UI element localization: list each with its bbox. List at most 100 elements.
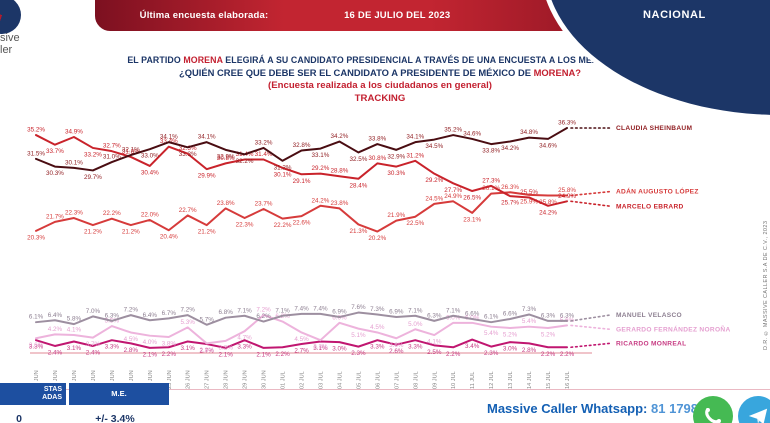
point-label: 30.1%	[65, 159, 83, 166]
point-label: 22.5%	[406, 220, 424, 227]
point-label: 31.4%	[255, 151, 273, 158]
point-label: 6.6%	[465, 310, 480, 317]
point-label: 23.1%	[463, 216, 481, 223]
point-label: 3.7%	[86, 341, 101, 348]
point-label: 31.0%	[103, 154, 121, 161]
point-label: 26.3%	[501, 184, 519, 191]
series-ada-n-augusto-lo-pez: 20.3%21.7%22.3%21.2%22.2%21.2%22.0%20.4%…	[27, 184, 699, 242]
point-label: 32.2%	[236, 158, 254, 165]
point-label: 29.1%	[293, 178, 311, 185]
point-label: 21.9%	[387, 212, 405, 219]
title-tracking: TRACKING	[354, 93, 406, 104]
point-label: 6.3%	[427, 312, 442, 319]
x-tick-label: 21 JUN	[91, 370, 97, 389]
point-label: 3.1%	[67, 345, 82, 352]
point-label: 22.7%	[179, 207, 197, 214]
point-label: 4.0%	[143, 339, 158, 346]
point-label: 31.5%	[27, 150, 45, 157]
legend-manuel-velasco: MANUEL VELASCO	[616, 312, 682, 319]
telegram-icon[interactable]	[738, 396, 770, 423]
point-label: 33.2%	[84, 151, 102, 158]
point-label: 3.0%	[503, 346, 518, 353]
point-label: 30.3%	[46, 170, 64, 177]
point-label: 31.2%	[274, 164, 292, 171]
point-label: 32.9%	[387, 153, 405, 160]
point-label: 31.8%	[122, 148, 140, 155]
point-label: 35.2%	[444, 127, 462, 134]
point-label: 28.4%	[349, 182, 367, 189]
legend-ada-n-augusto-lo-pez: ADÁN AUGUSTO LÓPEZ	[616, 187, 699, 196]
point-label: 2.2%	[275, 351, 290, 358]
point-label: 5.7%	[199, 316, 214, 323]
point-label: 34.6%	[463, 130, 481, 137]
x-tick-label: 19 JUN	[53, 370, 59, 389]
point-label: 4.5%	[370, 324, 385, 331]
point-label: 5.4%	[484, 330, 499, 337]
point-label: 4.2%	[48, 326, 63, 333]
point-label: 4.5%	[124, 336, 139, 343]
point-label: 20.4%	[160, 234, 178, 241]
point-label: 6.2%	[256, 313, 271, 320]
whatsapp-icon[interactable]	[693, 396, 733, 423]
point-label: 2.3%	[484, 350, 499, 357]
point-label: 24.5%	[425, 195, 443, 202]
point-label: 20.3%	[27, 234, 45, 241]
point-label: 5.4%	[522, 318, 537, 325]
point-label: 25.8%	[539, 199, 557, 206]
point-label: 7.4%	[294, 305, 309, 312]
point-label: 21.2%	[198, 229, 216, 236]
point-label: 21.7%	[46, 213, 64, 220]
x-tick-label: 25 JUN	[167, 370, 173, 389]
title-line3: (Encuesta realizada a los ciudadanos en …	[268, 80, 492, 91]
legend-marcelo-ebrard: MARCELO EBRARD	[616, 204, 684, 211]
legend-ricardo-monreal: RICARDO MONREAL	[616, 340, 686, 347]
point-label: 6.9%	[332, 309, 347, 316]
massive-caller-logo-text: sive ler	[0, 32, 20, 56]
point-label: 2.3%	[351, 350, 366, 357]
point-label: 2.2%	[446, 351, 461, 358]
series-manuel-velasco: 6.1% 6.4%5.8%7.0%6.3%7.2%6.4% 6.7% 7.2%5.7%…	[29, 304, 682, 326]
point-label: 34.6%	[539, 142, 557, 149]
point-label: 2.2%	[560, 351, 575, 358]
x-tick-label: 08 JUL	[413, 371, 419, 389]
point-label: 20.2%	[368, 235, 386, 242]
point-label: 2.8%	[124, 347, 139, 354]
point-label: 4.1%	[427, 339, 442, 346]
x-tick-label: 11 JUL	[470, 372, 476, 389]
point-label: 24.9%	[444, 193, 462, 200]
point-label: 6.0%	[465, 314, 480, 321]
point-label: 6.4%	[143, 312, 158, 319]
point-label: 34.5%	[425, 143, 443, 150]
stats-col2-value: +/- 3.4%	[95, 413, 135, 423]
point-label: 31.2%	[406, 152, 424, 159]
point-label: 3.3%	[370, 344, 385, 351]
point-label: 28.8%	[330, 168, 348, 175]
point-label: 33.7%	[46, 148, 64, 155]
x-tick-label: 03 JUL	[318, 371, 324, 389]
point-label: 3.3%	[408, 344, 423, 351]
point-label: 7.1%	[275, 307, 290, 314]
point-label: 2.8%	[522, 347, 537, 354]
point-label: 25.5%	[520, 189, 538, 196]
stats-col1-value: 0	[16, 413, 22, 423]
x-tick-label: 05 JUL	[356, 371, 362, 389]
x-tick-label: 02 JUL	[300, 371, 306, 389]
point-label: 2.4%	[48, 349, 63, 356]
point-label: 32.7%	[103, 143, 121, 150]
point-label: 22.2%	[103, 210, 121, 217]
point-label: 2.7%	[199, 348, 214, 355]
point-label: 30.1%	[274, 171, 292, 178]
x-tick-label: 06 JUL	[375, 371, 381, 389]
massive-caller-logo-icon	[0, 0, 21, 34]
title-block: EL PARTIDO MORENA ELEGIRÁ A SU CANDIDATO…	[40, 55, 720, 104]
title-line1: EL PARTIDO MORENA ELEGIRÁ A SU CANDIDATO…	[127, 55, 633, 65]
point-label: 7.1%	[237, 307, 252, 314]
stats-col1-header: STAS ADAS	[0, 383, 66, 405]
point-label: 22.0%	[141, 211, 159, 218]
point-label: 23.8%	[330, 200, 348, 207]
point-label: 5.0%	[408, 321, 423, 328]
stats-col2-header: M.E.	[69, 383, 169, 405]
point-label: 5.2%	[541, 331, 556, 338]
